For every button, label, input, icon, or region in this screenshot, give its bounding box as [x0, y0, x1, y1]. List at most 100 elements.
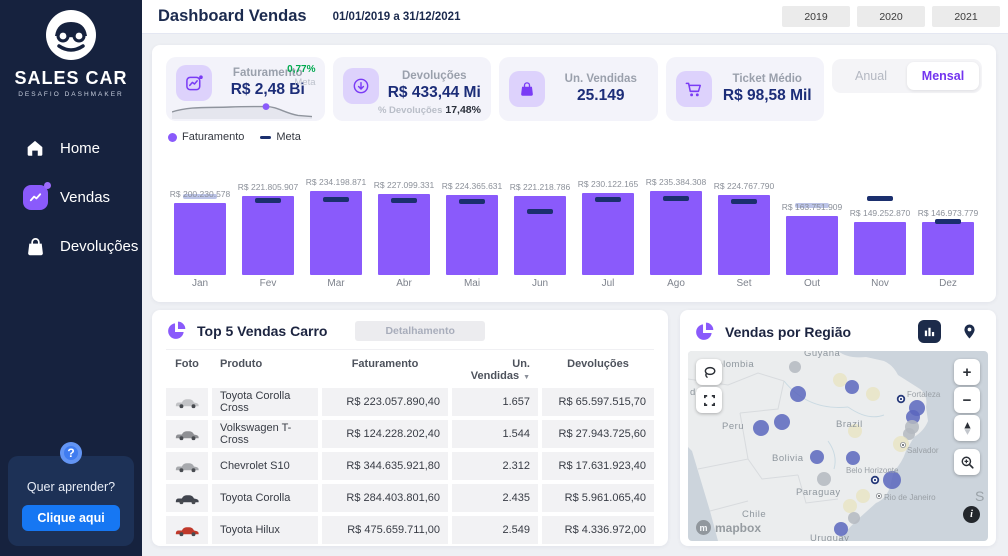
bar-column[interactable]: R$ 146.973.779: [914, 149, 982, 275]
meta-marker: [323, 196, 349, 202]
region-bubble[interactable]: [903, 428, 915, 440]
kpi-devolucoes[interactable]: Devoluções R$ 433,44 Mi % Devoluções 17,4…: [332, 57, 491, 121]
year-filter: 2019 2020 2021: [782, 6, 1000, 27]
region-bubble[interactable]: [846, 451, 860, 465]
col-produto[interactable]: Produto: [220, 358, 263, 370]
map-canvas[interactable]: ColombiaGuyanadorPeruBrazilBoliviaParagu…: [688, 351, 988, 541]
sidebar-item-devolucoes[interactable]: Devoluções: [0, 223, 142, 270]
bar-column[interactable]: R$ 235.384.308: [642, 149, 710, 275]
cell-foto: [166, 420, 208, 448]
region-bubble[interactable]: [817, 472, 831, 486]
bar-column[interactable]: R$ 149.252.870: [846, 149, 914, 275]
sidebar-item-home[interactable]: Home: [0, 124, 142, 172]
col-un-vendidas[interactable]: Un. Vendidas ▼: [470, 358, 530, 382]
toggle-anual[interactable]: Anual: [855, 69, 887, 83]
table-row[interactable]: Toyota Corolla Cross R$ 223.057.890,40 1.6…: [166, 388, 654, 416]
bar-column[interactable]: R$ 163.751.909: [778, 149, 846, 275]
table-row[interactable]: Toyota Hilux R$ 475.659.711,00 2.549 R$ 4.3…: [166, 516, 654, 544]
bar-column[interactable]: R$ 200.230.578: [166, 149, 234, 275]
faturamento-bar[interactable]: [310, 191, 362, 275]
search-area-icon[interactable]: [954, 449, 980, 475]
help-question: Quer aprender?: [26, 480, 116, 494]
faturamento-bar[interactable]: [582, 192, 634, 275]
toggle-mensal[interactable]: Mensal: [907, 62, 979, 90]
mapbox-logo[interactable]: m mapbox: [696, 520, 761, 535]
bar-column[interactable]: R$ 227.099.331: [370, 149, 438, 275]
zoom-in-icon[interactable]: +: [954, 359, 980, 385]
table-row[interactable]: Volkswagen T-Cross R$ 124.228.202,40 1.544…: [166, 420, 654, 448]
zoom-out-icon[interactable]: −: [954, 387, 980, 413]
table-row[interactable]: Chevrolet S10 R$ 344.635.921,80 2.312 R$ 17…: [166, 452, 654, 480]
lasso-icon[interactable]: [696, 359, 722, 385]
map-pin-icon[interactable]: [961, 323, 978, 340]
bar-column[interactable]: R$ 221.218.786: [506, 149, 574, 275]
bar-column[interactable]: R$ 230.122.165: [574, 149, 642, 275]
region-bubble[interactable]: [848, 424, 862, 438]
kpi-sub-value: 17,48%: [445, 104, 481, 116]
bar-column[interactable]: R$ 221.805.907: [234, 149, 302, 275]
clique-aqui-button[interactable]: Clique aqui: [22, 505, 120, 531]
col-faturamento[interactable]: Faturamento: [351, 358, 419, 370]
bar-chart-toggle-icon[interactable]: [918, 320, 941, 343]
cart-icon: [675, 71, 712, 107]
region-bubble[interactable]: [753, 420, 769, 436]
bar-column[interactable]: R$ 234.198.871: [302, 149, 370, 275]
faturamento-bar[interactable]: [242, 195, 294, 275]
x-axis-labels: Jan Fev Mar Abr Mai Jun Jul Ago Set Out Nov Dez: [166, 278, 982, 289]
year-button-2019[interactable]: 2019: [782, 6, 850, 27]
region-bubble[interactable]: [774, 414, 790, 430]
faturamento-bar[interactable]: [514, 195, 566, 275]
region-bubble[interactable]: [833, 373, 847, 387]
year-button-2021[interactable]: 2021: [932, 6, 1000, 27]
region-bubble[interactable]: [789, 361, 801, 373]
region-bubble[interactable]: [790, 386, 806, 402]
vendas-regiao-panel: Vendas por Região: [680, 310, 996, 546]
detalhamento-button[interactable]: Detalhamento: [355, 320, 485, 341]
faturamento-bar[interactable]: [446, 194, 498, 275]
meta-marker: [935, 218, 961, 224]
city-ring-marker: [873, 478, 877, 482]
kpi-ticket-medio[interactable]: Ticket Médio R$ 98,58 Mil: [665, 57, 824, 121]
info-icon[interactable]: i: [963, 506, 980, 523]
sidebar-item-vendas[interactable]: Vendas: [0, 172, 142, 223]
bar-column[interactable]: R$ 224.767.790: [710, 149, 778, 275]
compass-icon[interactable]: [954, 415, 980, 441]
kpi-title: Ticket Médio: [732, 73, 802, 85]
meta-legend-dash: [260, 135, 272, 139]
faturamento-bar[interactable]: [174, 203, 226, 275]
col-foto[interactable]: Foto: [175, 358, 199, 370]
car-photo-image: [175, 462, 199, 472]
cell-produto: Toyota Hilux: [212, 516, 318, 544]
faturamento-bar[interactable]: [718, 194, 770, 275]
faturamento-bar[interactable]: [854, 221, 906, 275]
faturamento-bar[interactable]: [378, 193, 430, 275]
box-select-icon[interactable]: [696, 387, 722, 413]
faturamento-bar[interactable]: [650, 190, 702, 275]
bar-value-label: R$ 224.365.631: [441, 180, 503, 191]
kpi-faturamento[interactable]: Faturamento R$ 2,48 Bi 0,77% Meta: [166, 57, 325, 121]
map-title: Vendas por Região: [725, 323, 852, 340]
year-button-2020[interactable]: 2020: [857, 6, 925, 27]
cell-foto: [166, 484, 208, 512]
sort-descending-icon[interactable]: ▼: [523, 374, 530, 381]
region-bubble[interactable]: [866, 387, 880, 401]
region-bubble[interactable]: [845, 380, 859, 394]
col-devolucoes[interactable]: Devoluções: [567, 358, 629, 370]
cell-devolucoes: R$ 5.961.065,40: [542, 484, 654, 512]
kpi-row: Faturamento R$ 2,48 Bi 0,77% Meta Devolu…: [166, 57, 982, 121]
country-label: Colombia: [710, 359, 754, 370]
cell-faturamento: R$ 284.403.801,60: [322, 484, 448, 512]
bar-column[interactable]: R$ 224.365.631: [438, 149, 506, 275]
faturamento-bar[interactable]: [922, 222, 974, 275]
region-bubble[interactable]: [843, 499, 857, 513]
kpi-un-vendidas[interactable]: Un. Vendidas 25.149: [499, 57, 658, 121]
table-row[interactable]: Toyota Corolla R$ 284.403.801,60 2.435 R$ 5…: [166, 484, 654, 512]
region-bubble[interactable]: [856, 489, 870, 503]
cell-foto: [166, 388, 208, 416]
meta-marker: [795, 203, 829, 209]
faturamento-bar[interactable]: [786, 216, 838, 275]
region-bubble[interactable]: [883, 471, 901, 489]
region-bubble[interactable]: [848, 512, 860, 524]
region-bubble[interactable]: [810, 450, 824, 464]
region-bubble[interactable]: [834, 522, 848, 536]
